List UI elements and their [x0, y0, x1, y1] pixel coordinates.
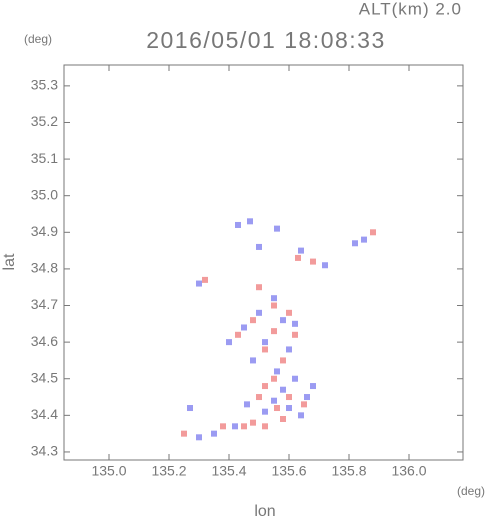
x-unit: (deg) [457, 484, 485, 498]
echo-point [292, 375, 298, 382]
echo-point [286, 394, 292, 401]
echo-point [280, 415, 286, 422]
altitude-label: ALT(km) 2.0 [359, 0, 462, 18]
y-unit: (deg) [24, 32, 52, 46]
echo-point [247, 218, 253, 225]
echo-point [310, 258, 316, 265]
echo-point [196, 434, 202, 441]
echo-point [280, 357, 286, 364]
y-tick-label: 34.5 [31, 369, 58, 385]
echo-point [295, 254, 301, 261]
echo-point [202, 276, 208, 283]
echo-point [250, 357, 256, 364]
echo-point [304, 394, 310, 401]
y-tick-label: 34.7 [31, 296, 58, 312]
echo-point [271, 375, 277, 382]
echo-point [280, 317, 286, 324]
echo-point [370, 229, 376, 236]
x-tick-label: 135.6 [271, 463, 306, 479]
echo-point [232, 423, 238, 430]
echo-point [262, 423, 268, 430]
echo-point [361, 236, 367, 243]
echo-point [310, 383, 316, 390]
echo-point [298, 412, 304, 419]
echo-point [220, 423, 226, 430]
y-tick-label: 34.9 [31, 223, 58, 239]
y-tick-label: 35.3 [31, 77, 58, 93]
echo-point [274, 405, 280, 412]
echo-point [262, 408, 268, 415]
echo-point [301, 401, 307, 408]
echo-point [286, 405, 292, 412]
echo-point [271, 295, 277, 302]
echo-point [256, 394, 262, 401]
echo-point [241, 423, 247, 430]
echo-point [292, 320, 298, 327]
echo-point [226, 339, 232, 346]
echo-point [241, 324, 247, 331]
echo-point [286, 309, 292, 316]
y-tick-label: 35.0 [31, 186, 58, 202]
echo-point [298, 247, 304, 254]
x-tick-label: 136.0 [391, 463, 426, 479]
y-tick-label: 34.3 [31, 443, 58, 459]
y-tick-label: 34.4 [31, 406, 58, 422]
echo-point [271, 328, 277, 335]
echo-point [250, 419, 256, 426]
echo-point [274, 225, 280, 232]
echo-point [322, 262, 328, 269]
x-tick-label: 135.2 [151, 463, 186, 479]
x-tick-label: 135.4 [211, 463, 246, 479]
y-axis-label: lat [1, 253, 18, 270]
echo-point [256, 309, 262, 316]
echo-point [262, 339, 268, 346]
echo-point [256, 284, 262, 291]
echo-point [235, 221, 241, 228]
echo-point [292, 331, 298, 338]
x-tick-label: 135.8 [331, 463, 366, 479]
echo-point [274, 368, 280, 375]
echo-point [262, 383, 268, 390]
y-tick-label: 35.2 [31, 113, 58, 129]
echo-point [271, 397, 277, 404]
echo-point [181, 430, 187, 437]
chart-title: 2016/05/01 18:08:33 [146, 27, 386, 53]
echo-point [352, 240, 358, 247]
echo-point [262, 346, 268, 353]
x-axis-label: lon [254, 503, 275, 520]
echo-point [235, 331, 241, 338]
echo-point [280, 386, 286, 393]
echo-point [271, 302, 277, 309]
echo-point [256, 243, 262, 250]
plot-frame [63, 64, 464, 461]
echo-point [196, 280, 202, 287]
y-tick-label: 35.1 [31, 150, 58, 166]
y-tick-label: 34.6 [31, 333, 58, 349]
echo-point [244, 401, 250, 408]
echo-point [187, 405, 193, 412]
x-tick-label: 135.0 [91, 463, 126, 479]
echo-point [250, 317, 256, 324]
echo-point [211, 430, 217, 437]
y-tick-label: 34.8 [31, 260, 58, 276]
echo-point [286, 346, 292, 353]
